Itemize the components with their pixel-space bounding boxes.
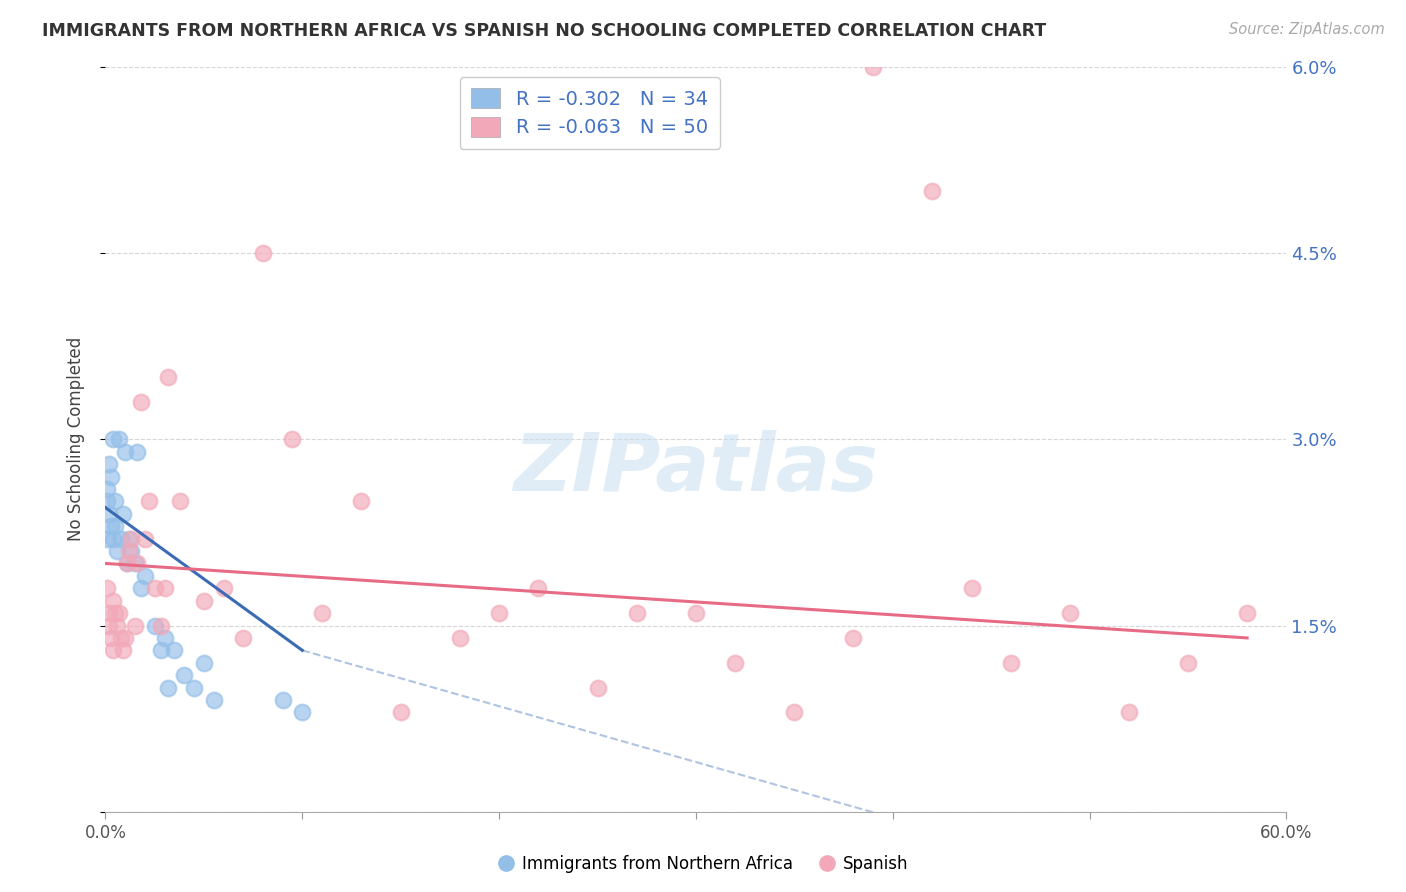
Point [169,494,191,508]
Point [110,532,132,546]
Point [143,618,166,632]
Point [449,631,471,645]
Point [389,706,412,720]
Point [98,457,121,471]
Point [96,494,118,508]
Point [291,706,314,720]
Point [100,519,122,533]
Point [115,557,138,571]
Point [103,643,125,657]
Point [488,606,510,620]
Point [193,656,215,670]
Point [96,582,118,596]
Point [105,544,128,558]
Point [685,606,707,620]
Point [103,433,125,447]
Point [96,482,118,496]
Point [842,631,865,645]
Point [100,469,122,483]
Point [157,370,180,384]
Point [212,582,235,596]
Point [232,631,254,645]
Point [862,60,884,74]
Point [98,606,121,620]
Point [96,532,118,546]
Point [114,444,136,458]
Point [153,582,176,596]
Point [626,606,648,620]
Point [103,593,125,607]
Point [120,544,142,558]
Point [134,569,156,583]
Point [149,618,172,632]
Point [110,631,132,645]
Point [783,706,806,720]
Point [724,656,747,670]
Text: IMMIGRANTS FROM NORTHERN AFRICA VS SPANISH NO SCHOOLING COMPLETED CORRELATION CH: IMMIGRANTS FROM NORTHERN AFRICA VS SPANI… [42,22,1046,40]
Point [1118,706,1140,720]
Point [173,668,195,682]
Point [129,395,152,409]
Point [112,643,135,657]
Point [157,681,180,695]
Point [193,593,215,607]
Point [118,532,141,546]
Point [527,582,550,596]
Point [960,582,983,596]
Point [108,433,131,447]
Point [134,532,156,546]
Point [271,693,294,707]
Y-axis label: No Schooling Completed: No Schooling Completed [66,337,84,541]
Point [103,532,125,546]
Point [114,631,136,645]
Point [104,606,127,620]
Point [921,184,943,198]
Point [183,681,205,695]
Text: ZIPatlas: ZIPatlas [513,430,879,508]
Point [1236,606,1258,620]
Point [124,557,146,571]
Point [105,618,128,632]
Point [143,582,166,596]
Point [125,557,148,571]
Point [129,582,152,596]
Point [120,532,142,546]
Point [104,494,127,508]
Point [100,631,122,645]
Point [149,643,172,657]
Point [125,444,148,458]
Point [1059,606,1081,620]
Point [163,643,186,657]
Point [252,246,274,260]
Point [98,507,121,521]
Point [108,606,131,620]
Point [124,618,146,632]
Legend: Immigrants from Northern Africa, Spanish: Immigrants from Northern Africa, Spanish [491,848,915,880]
Point [104,519,127,533]
Point [311,606,333,620]
Point [586,681,609,695]
Point [153,631,176,645]
Point [281,433,304,447]
Point [350,494,373,508]
Point [1177,656,1199,670]
Point [112,507,135,521]
Point [138,494,160,508]
Legend: R = -0.302   N = 34, R = -0.063   N = 50: R = -0.302 N = 34, R = -0.063 N = 50 [460,77,720,149]
Point [202,693,225,707]
Text: Source: ZipAtlas.com: Source: ZipAtlas.com [1229,22,1385,37]
Point [118,544,141,558]
Point [98,618,121,632]
Point [115,557,138,571]
Point [1000,656,1022,670]
